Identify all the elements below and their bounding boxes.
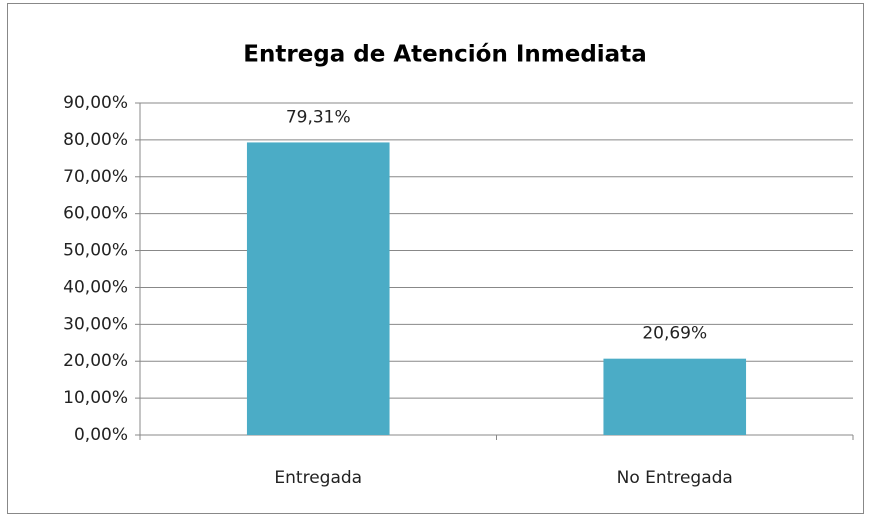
y-tick-label: 30,00% xyxy=(63,314,128,334)
y-tick-label: 10,00% xyxy=(63,388,128,408)
y-tick-label: 20,00% xyxy=(63,351,128,371)
y-tick-label: 80,00% xyxy=(63,130,128,150)
bar xyxy=(603,358,747,435)
x-tick-label: Entregada xyxy=(274,468,362,488)
y-tick-label: 50,00% xyxy=(63,241,128,261)
bar xyxy=(246,142,390,436)
chart-border xyxy=(7,3,864,514)
y-tick-label: 90,00% xyxy=(63,93,128,113)
y-tick-label: 60,00% xyxy=(63,204,128,224)
y-tick-label: 70,00% xyxy=(63,167,128,187)
chart-title: Entrega de Atención Inmediata xyxy=(243,42,646,68)
data-label: 79,31% xyxy=(286,107,351,127)
y-tick-label: 0,00% xyxy=(74,425,128,445)
y-tick-label: 40,00% xyxy=(63,277,128,297)
data-label: 20,69% xyxy=(642,324,707,344)
x-tick-label: No Entregada xyxy=(617,468,733,488)
